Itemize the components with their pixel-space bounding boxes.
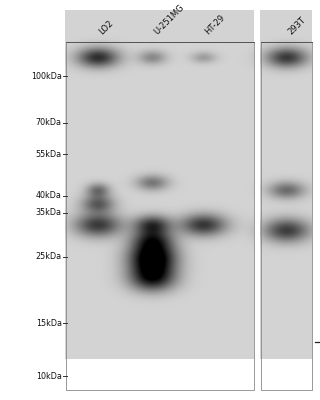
Text: 293T: 293T [286,15,308,36]
Text: 35kDa: 35kDa [36,208,62,218]
Bar [261,42,312,390]
Text: 55kDa: 55kDa [36,150,62,158]
Bar [261,42,312,390]
Bar [66,42,254,390]
Text: 10kDa: 10kDa [36,372,62,381]
Text: 40kDa: 40kDa [36,191,62,200]
Text: 25kDa: 25kDa [36,252,62,261]
Bar [66,42,254,390]
Text: 100kDa: 100kDa [31,72,62,81]
Text: LO2: LO2 [98,18,116,36]
Text: HT-29: HT-29 [203,12,227,36]
Text: 15kDa: 15kDa [36,319,62,328]
Text: U-251MG: U-251MG [152,2,186,36]
Text: 70kDa: 70kDa [36,118,62,127]
